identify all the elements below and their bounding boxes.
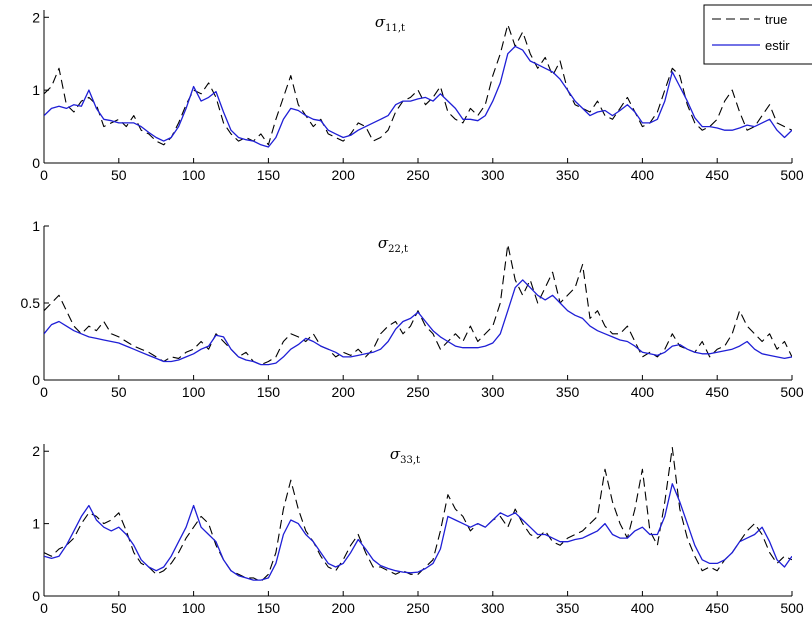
series-line-estimate <box>44 483 792 581</box>
x-tick-label: 350 <box>556 600 580 616</box>
x-tick-label: 200 <box>332 600 356 616</box>
x-tick-label: 450 <box>706 600 730 616</box>
y-tick-label: 0 <box>32 372 40 388</box>
x-tick-label: 0 <box>40 167 48 183</box>
x-tick-label: 450 <box>706 384 730 400</box>
x-tick-label: 250 <box>406 167 430 183</box>
x-tick-label: 400 <box>631 600 655 616</box>
x-tick-label: 500 <box>780 384 804 400</box>
y-tick-label: 2 <box>32 9 40 25</box>
series-line-estimate <box>44 279 792 366</box>
x-tick-label: 150 <box>257 167 281 183</box>
series-line-true <box>44 243 792 366</box>
panel-3: 0 50 100 150 200 250 300 350 400 450 500 0 1 2 σ33,t <box>32 443 804 616</box>
series-line-true <box>44 447 792 583</box>
x-tick-label: 250 <box>406 384 430 400</box>
y-tick-label: 0 <box>32 588 40 604</box>
x-tick-label: 350 <box>556 384 580 400</box>
legend-label-true: true <box>765 12 787 27</box>
x-tick-label: 50 <box>111 600 127 616</box>
y-tick-label: 1 <box>32 516 40 532</box>
x-tick-label: 100 <box>182 384 206 400</box>
x-tick-label: 150 <box>257 384 281 400</box>
x-tick-label: 350 <box>556 167 580 183</box>
x-tick-label: 100 <box>182 600 206 616</box>
legend-box <box>703 4 812 65</box>
panel-title: σ22,t <box>378 234 408 255</box>
x-tick-label: 500 <box>780 167 804 183</box>
series-line-estimate <box>44 45 792 148</box>
x-tick-label: 450 <box>706 167 730 183</box>
x-tick-label: 250 <box>406 600 430 616</box>
legend-label-estimate: estir <box>765 38 790 53</box>
panel-title: σ33,t <box>390 445 420 466</box>
y-tick-label: 1 <box>32 82 40 98</box>
panel-1: 0 50 100 150 200 250 300 350 400 450 500 0 1 2 σ11,t <box>32 9 804 183</box>
panel-title-subscript: 33,t <box>400 455 420 466</box>
x-tick-label: 300 <box>481 384 505 400</box>
x-tick-label: 200 <box>332 167 356 183</box>
x-tick-label: 300 <box>481 167 505 183</box>
x-tick-label: 100 <box>182 167 206 183</box>
series-line-true <box>44 24 792 146</box>
panel-title-subscript: 11,t <box>385 23 405 34</box>
x-tick-label: 200 <box>332 384 356 400</box>
y-tick-label: 0 <box>32 155 40 171</box>
x-tick-label: 50 <box>111 167 127 183</box>
panel-title-subscript: 22,t <box>388 244 408 255</box>
x-tick-label: 0 <box>40 600 48 616</box>
x-tick-label: 300 <box>481 600 505 616</box>
y-tick-label: 2 <box>32 443 40 459</box>
x-tick-label: 50 <box>111 384 127 400</box>
panel-title: σ11,t <box>375 13 405 34</box>
panel-2: 0 50 100 150 200 250 300 350 400 450 500 0 0.5 1 σ22,t <box>21 218 804 400</box>
x-tick-label: 400 <box>631 167 655 183</box>
y-tick-label: 1 <box>32 218 40 234</box>
x-tick-label: 500 <box>780 600 804 616</box>
legend: true estir <box>703 4 812 65</box>
x-tick-label: 400 <box>631 384 655 400</box>
x-tick-label: 150 <box>257 600 281 616</box>
x-tick-label: 0 <box>40 384 48 400</box>
y-tick-label: 0.5 <box>21 295 41 311</box>
